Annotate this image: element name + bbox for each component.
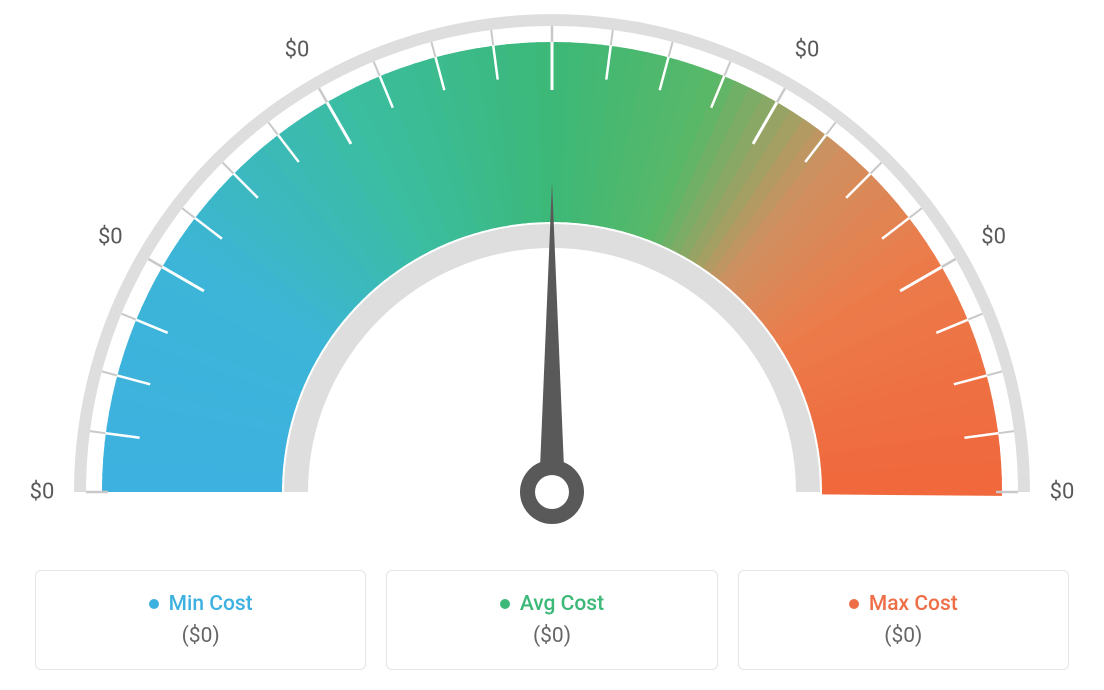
legend-card: Min Cost ($0) <box>35 570 366 670</box>
legend-title-row: Max Cost <box>849 592 958 616</box>
legend-title: Min Cost <box>169 592 253 616</box>
gauge-outer-tick-minor <box>724 61 730 75</box>
legend-title: Avg Cost <box>520 592 604 616</box>
legend-title-row: Min Cost <box>149 592 253 616</box>
gauge-outer-tick-minor <box>987 371 1002 375</box>
legend-row: Min Cost ($0) Avg Cost ($0) Max Cost ($0) <box>35 570 1069 670</box>
gauge-outer-tick-minor <box>999 431 1014 433</box>
gauge-outer-tick-minor <box>222 162 233 173</box>
gauge-outer-tick-minor <box>968 314 982 320</box>
legend-value: ($0) <box>884 624 922 648</box>
gauge-outer-tick-minor <box>374 61 380 75</box>
legend-value: ($0) <box>182 624 220 648</box>
gauge-tick-label: $0 <box>98 225 123 250</box>
gauge-outer-tick-minor <box>182 208 194 217</box>
gauge-outer-tick-minor <box>826 122 835 134</box>
gauge-outer-tick-minor <box>669 42 673 57</box>
legend-dot-icon <box>849 599 859 609</box>
legend-title-row: Avg Cost <box>500 592 604 616</box>
gauge-tick-label: $0 <box>1050 480 1075 505</box>
legend-card: Avg Cost ($0) <box>386 570 717 670</box>
legend-title: Max Cost <box>869 592 958 616</box>
gauge-tick-label: $0 <box>981 225 1006 250</box>
legend-card: Max Cost ($0) <box>738 570 1069 670</box>
gauge-outer-tick-minor <box>268 122 277 134</box>
gauge-needle-base-hole <box>535 475 569 509</box>
gauge-tick-label: $0 <box>285 38 310 63</box>
gauge-outer-tick-minor <box>90 431 105 433</box>
legend-dot-icon <box>149 599 159 609</box>
gauge-outer-tick-minor <box>611 30 613 45</box>
gauge-tick-label: $0 <box>795 38 820 63</box>
gauge-svg <box>0 0 1104 560</box>
gauge-outer-tick-minor <box>909 208 921 217</box>
legend-dot-icon <box>500 599 510 609</box>
gauge-outer-tick-minor <box>121 314 135 320</box>
gauge-chart: $0$0$0$0$0$0$0 <box>0 0 1104 560</box>
gauge-outer-tick-minor <box>102 371 117 375</box>
legend-value: ($0) <box>533 624 571 648</box>
gauge-outer-tick-minor <box>871 162 882 173</box>
gauge-outer-tick-minor <box>491 30 493 45</box>
gauge-tick-label: $0 <box>30 480 55 505</box>
gauge-outer-tick-minor <box>431 42 435 57</box>
